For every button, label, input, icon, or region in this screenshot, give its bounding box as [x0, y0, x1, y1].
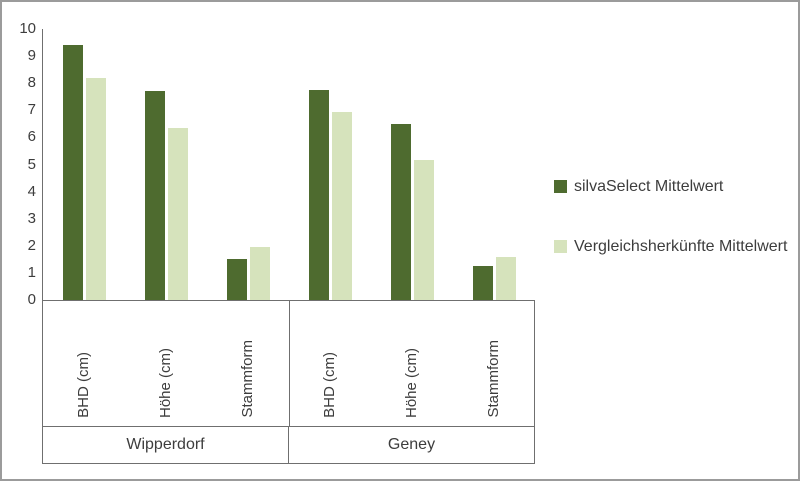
y-axis-label: 9 [27, 47, 36, 65]
group-label: Geney [288, 427, 534, 463]
y-axis-label: 1 [27, 263, 36, 281]
bar-series1-slot2 [144, 91, 165, 300]
y-axis-label: 7 [27, 101, 36, 119]
category-label: BHD (cm) [321, 352, 338, 418]
bar-series2-slot5 [413, 160, 434, 300]
bar-series2-slot4 [331, 111, 352, 300]
bar-series2-slot6 [495, 256, 516, 300]
category-axis: BHD (cm) Höhe (cm) Stammform BHD (cm) Höhe (… [42, 300, 535, 427]
y-axis-label: 6 [27, 128, 36, 146]
y-axis-label: 3 [27, 209, 36, 227]
legend-label: silvaSelect Mittelwert [574, 178, 724, 195]
bar-series1-slot3 [226, 259, 247, 300]
category-label: Höhe (cm) [157, 347, 174, 418]
category-label: Stammform [485, 340, 502, 418]
legend-item: silvaSelect Mittelwert [554, 174, 794, 200]
bar-series2-slot1 [85, 77, 106, 300]
plot-area [42, 29, 535, 301]
category-label: Höhe (cm) [403, 347, 420, 418]
y-axis-label: 0 [27, 291, 36, 308]
group-axis: Wipperdorf Geney [42, 427, 535, 464]
y-axis-label: 8 [27, 74, 36, 92]
legend-item: Vergleichsherkünfte Mittelwert [554, 234, 794, 260]
group-label: Wipperdorf [126, 436, 205, 453]
bar-series1-slot4 [308, 89, 329, 300]
y-axis-label: 5 [27, 155, 36, 173]
bar-series1-slot5 [390, 123, 411, 300]
legend-swatch-icon [554, 240, 567, 253]
bar-series1-slot6 [472, 266, 493, 300]
y-axis-label: 10 [19, 20, 36, 37]
legend-label: Vergleichsherkünfte Mittelwert [574, 238, 788, 255]
bar-series2-slot3 [249, 247, 270, 300]
y-axis-label: 4 [27, 182, 36, 200]
group-separator [289, 300, 290, 426]
category-label: BHD (cm) [75, 352, 92, 418]
legend: silvaSelect Mittelwert Vergleichsherkünft… [554, 174, 794, 294]
bar-series1-slot1 [62, 45, 83, 300]
category-label: Stammform [239, 340, 256, 418]
y-axis-label: 2 [27, 236, 36, 254]
bar-series2-slot2 [167, 127, 188, 300]
legend-swatch-icon [554, 180, 567, 193]
